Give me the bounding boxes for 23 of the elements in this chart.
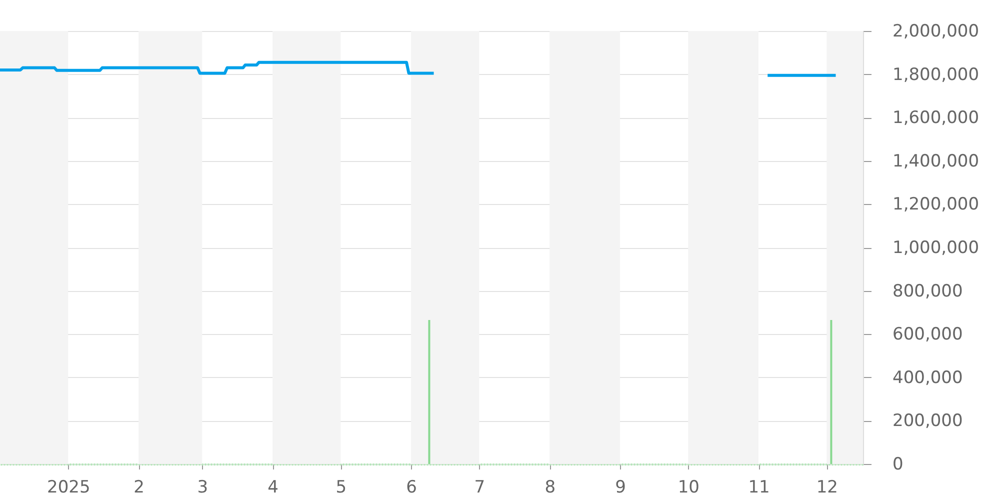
x-tick-label: 5 <box>336 478 347 498</box>
y-tick-label: 1,400,000 <box>892 151 980 172</box>
y-tick-label: 200,000 <box>892 411 963 432</box>
x-tick-label: 9 <box>615 478 626 498</box>
y-tick-label: 800,000 <box>892 281 963 302</box>
x-tick-label: 2025 <box>47 478 90 498</box>
y-tick-label: 1,200,000 <box>892 194 980 215</box>
x-tick-label: 12 <box>816 478 838 498</box>
y-tick-label: 600,000 <box>892 324 963 345</box>
y-tick-label: 1,800,000 <box>892 64 980 85</box>
y-tick-label: 1,000,000 <box>892 238 980 258</box>
x-tick-label: 7 <box>474 478 486 498</box>
x-tick-label: 4 <box>268 478 278 498</box>
x-tick-label: 11 <box>748 478 770 498</box>
x-tick-label: 2 <box>134 478 144 498</box>
x-tick-label: 10 <box>678 478 700 498</box>
y-tick-label: 400,000 <box>892 368 963 388</box>
x-tick-label: 3 <box>197 478 208 498</box>
x-tick-label: 8 <box>544 478 556 498</box>
y-tick-label: 1,600,000 <box>892 108 980 128</box>
y-tick-label: 0 <box>892 454 904 474</box>
x-tick-label: 6 <box>406 478 417 498</box>
y-tick-label: 2,000,000 <box>892 22 980 42</box>
